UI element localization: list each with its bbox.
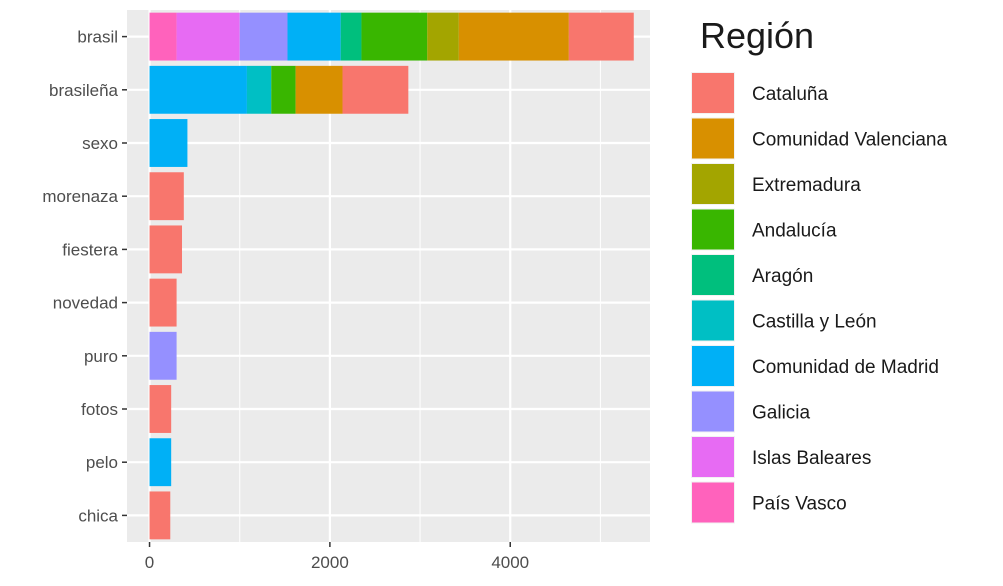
legend-key-swatch (692, 346, 734, 386)
y-tick-label: chica (78, 506, 118, 525)
legend-entry-label: Castilla y León (752, 312, 877, 333)
x-tick-label: 2000 (311, 553, 349, 572)
bar-segment (149, 491, 171, 540)
legend-key-swatch (692, 300, 734, 341)
bar-segment (176, 12, 240, 61)
legend-key-swatch (692, 482, 734, 523)
legend-items: Cataluña Comunidad Valenciana Extremadura A… (691, 72, 947, 524)
bar-segment (361, 12, 428, 61)
legend-title: Región (700, 15, 814, 56)
y-tick-label: fotos (81, 400, 118, 419)
bar-segment (149, 438, 172, 487)
bar-segment (149, 12, 177, 61)
bar-segment (271, 65, 296, 114)
bar-segment (149, 65, 247, 114)
bar-segment (458, 12, 569, 61)
x-axis: 0 2000 4000 (145, 542, 529, 572)
y-axis: brasil brasileña sexo morenaza fiestera noved… (42, 28, 127, 525)
legend-key-swatch (692, 73, 734, 113)
bar-segment (427, 12, 459, 61)
legend-key-swatch (692, 437, 734, 477)
bar-segment (295, 65, 343, 114)
bar-segment (149, 172, 184, 221)
bar-segment (149, 385, 172, 433)
legend-entry-label: Galicia (752, 403, 811, 424)
legend-key-swatch (692, 164, 734, 204)
legend-entry-label: Comunidad Valenciana (752, 130, 947, 151)
bar-segment (239, 12, 288, 61)
legend-entry-label: Extremadura (752, 175, 861, 196)
y-tick-label: pelo (86, 453, 118, 472)
y-tick-label: brasileña (49, 81, 119, 100)
legend-key-swatch (692, 391, 734, 432)
legend: Región Cataluña Comunidad Valenciana Extre… (691, 15, 947, 524)
legend-entry-label: Andalucía (752, 221, 837, 242)
legend-key-swatch (692, 255, 734, 295)
legend-entry-label: Aragón (752, 266, 813, 287)
legend-entry-label: Comunidad de Madrid (752, 357, 939, 378)
x-tick-label: 0 (145, 553, 154, 572)
bar-segment (149, 331, 177, 380)
bar-segment (342, 65, 409, 114)
bar-segment (340, 12, 362, 61)
bar-segment (149, 278, 177, 327)
legend-key-swatch (692, 209, 734, 250)
y-tick-label: puro (84, 347, 118, 366)
y-tick-label: morenaza (42, 187, 118, 206)
legend-entry-label: País Vasco (752, 494, 847, 515)
x-tick-label: 4000 (491, 553, 529, 572)
y-tick-label: brasil (77, 28, 118, 47)
bar-segment (246, 65, 272, 114)
y-tick-label: novedad (53, 294, 118, 313)
bar-segment (568, 12, 634, 61)
bar-segment (287, 12, 341, 61)
bar-segment (149, 225, 183, 274)
legend-entry-label: Islas Baleares (752, 448, 871, 469)
y-tick-label: sexo (82, 134, 118, 153)
bar-segment (149, 119, 188, 167)
y-tick-label: fiestera (62, 240, 118, 259)
bars (149, 12, 634, 540)
legend-key-swatch (692, 118, 734, 159)
legend-entry-label: Cataluña (752, 84, 828, 105)
